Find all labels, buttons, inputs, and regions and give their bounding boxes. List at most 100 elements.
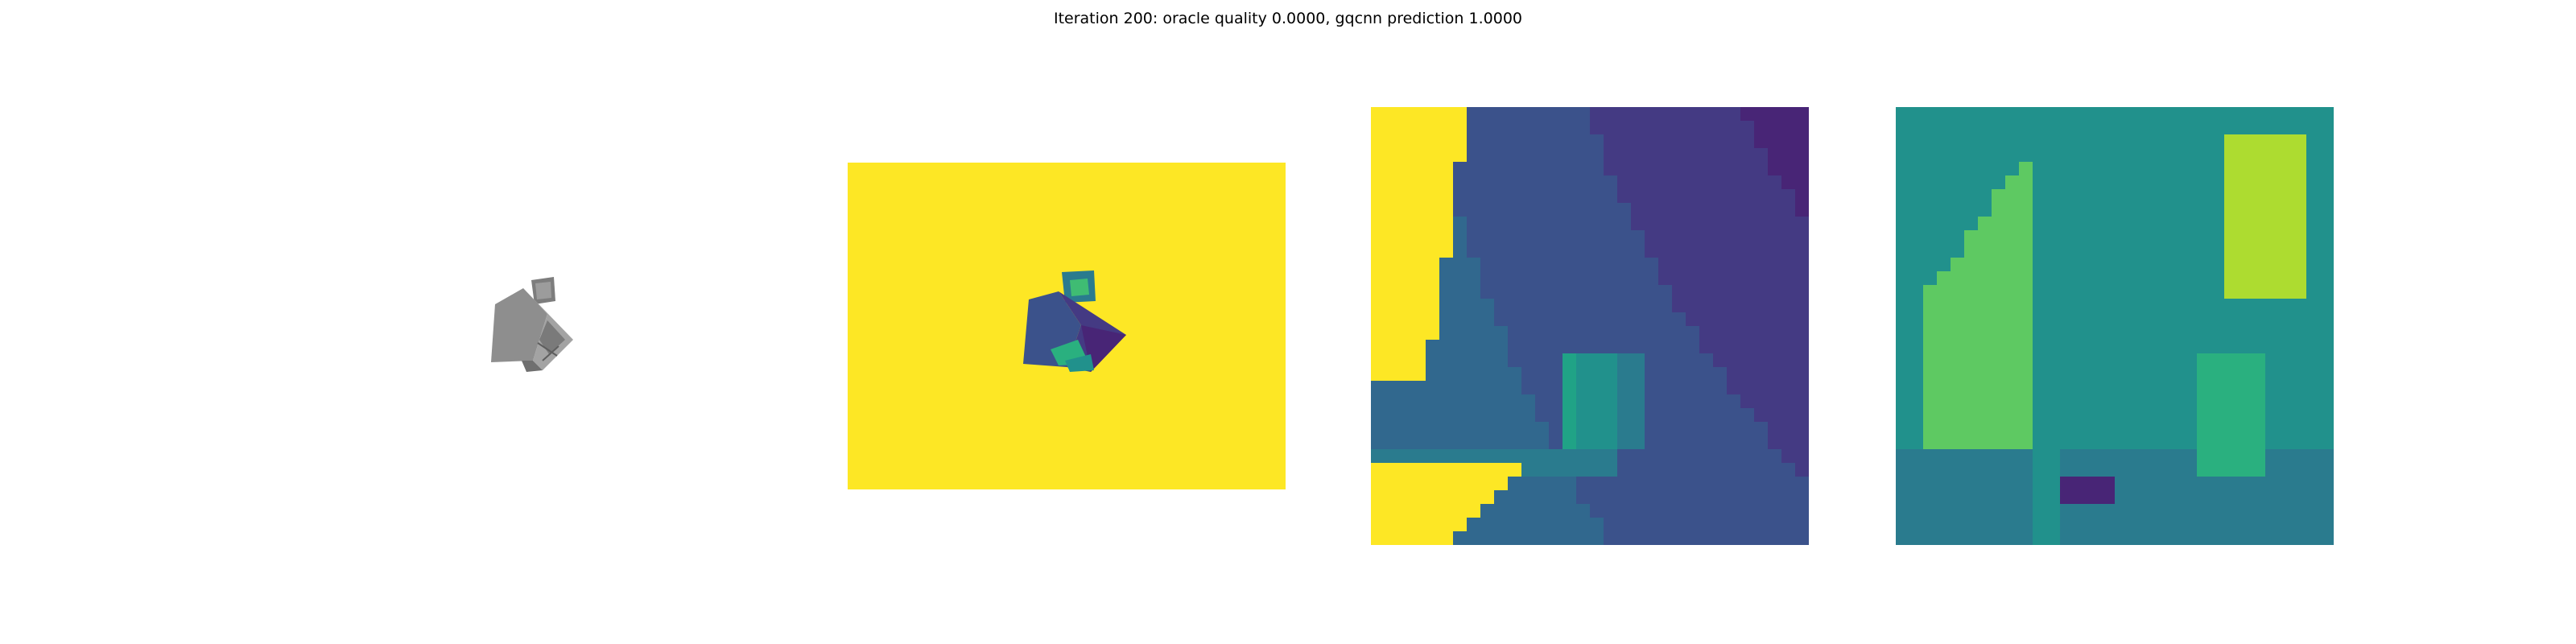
heatmap-cell	[1727, 518, 1741, 532]
heatmap-cell	[1754, 518, 1769, 532]
heatmap-cell	[2320, 449, 2334, 464]
heatmap-cell	[2306, 299, 2321, 313]
heatmap-cell	[2060, 175, 2074, 190]
heatmap-cell	[1795, 134, 1809, 149]
heatmap-cell	[2156, 230, 2170, 245]
heatmap-cell	[2293, 394, 2307, 409]
heatmap-cell	[1978, 134, 1992, 149]
heatmap-cell	[2060, 230, 2074, 245]
heatmap-cell	[1385, 134, 1399, 149]
heatmap-cell	[2046, 244, 2061, 258]
heatmap-cell	[1480, 285, 1495, 299]
heatmap-cell	[1604, 107, 1618, 122]
heatmap-cell	[2293, 299, 2307, 313]
heatmap-cell	[2279, 490, 2293, 505]
heatmap-cell	[1951, 394, 1965, 409]
heatmap-cell	[2033, 463, 2047, 477]
heatmap-cell	[1371, 175, 1385, 190]
heatmap-cell	[2183, 340, 2198, 354]
heatmap-cell	[1398, 244, 1413, 258]
heatmap-cell	[1923, 107, 1938, 122]
heatmap-cell	[1781, 477, 1796, 491]
heatmap-cell	[2183, 162, 2198, 176]
heatmap-cell	[1412, 531, 1426, 545]
heatmap-cell	[1699, 394, 1714, 409]
heatmap-cell	[1439, 203, 1454, 217]
heatmap-cell	[1937, 258, 1951, 272]
heatmap-cell	[1768, 203, 1782, 217]
heatmap-cell	[1508, 463, 1522, 477]
heatmap-cell	[1631, 203, 1645, 217]
heatmap-cell	[1617, 518, 1632, 532]
heatmap-cell	[1909, 107, 1924, 122]
heatmap-cell	[1549, 326, 1563, 341]
heatmap-cell	[2156, 477, 2170, 491]
heatmap-cell	[2238, 244, 2252, 258]
heatmap-cell	[1480, 175, 1495, 190]
heatmap-cell	[2224, 230, 2239, 245]
heatmap-cell	[2224, 162, 2239, 176]
heatmap-cell	[2087, 422, 2102, 436]
heatmap-cell	[1549, 121, 1563, 135]
heatmap-cell	[1508, 134, 1522, 149]
heatmap-cell	[1590, 258, 1604, 272]
heatmap-cell	[2115, 436, 2129, 450]
heatmap-cell	[1645, 203, 1659, 217]
heatmap-cell	[1740, 381, 1755, 395]
heatmap-cell	[1923, 230, 1938, 245]
heatmap-cell	[1453, 285, 1468, 299]
heatmap-cell	[2197, 299, 2211, 313]
heatmap-cell	[1508, 107, 1522, 122]
heatmap-cell	[1951, 148, 1965, 163]
heatmap-cell	[1494, 312, 1509, 327]
heatmap-cell	[2197, 367, 2211, 382]
heatmap-cell	[1768, 463, 1782, 477]
heatmap-cell	[1909, 353, 1924, 368]
heatmap-cell	[2115, 175, 2129, 190]
heatmap-cell	[1645, 422, 1659, 436]
heatmap-cell	[1439, 217, 1454, 231]
heatmap-cell	[2320, 477, 2334, 491]
heatmap-cell	[2197, 162, 2211, 176]
heatmap-cell	[2142, 367, 2157, 382]
heatmap-cell	[1768, 531, 1782, 545]
heatmap-cell	[2019, 271, 2033, 286]
heatmap-cell	[1549, 408, 1563, 423]
heatmap-cell	[2183, 367, 2198, 382]
heatmap-cell	[2306, 203, 2321, 217]
heatmap-cell	[1672, 271, 1686, 286]
heatmap-cell	[2074, 258, 2088, 272]
heatmap-cell	[1713, 285, 1728, 299]
heatmap-cell	[1795, 121, 1809, 135]
heatmap-cell	[1439, 285, 1454, 299]
heatmap-cell	[2060, 490, 2074, 505]
heatmap-cell	[2169, 285, 2184, 299]
heatmap-cell	[2238, 230, 2252, 245]
heatmap-cell	[2293, 203, 2307, 217]
heatmap-cell	[1604, 312, 1618, 327]
heatmap-cell	[1781, 436, 1796, 450]
heatmap-cell	[1658, 408, 1673, 423]
heatmap-cell	[1439, 422, 1454, 436]
heatmap-cell	[2293, 449, 2307, 464]
heatmap-cell	[1576, 299, 1591, 313]
heatmap-cell	[2238, 367, 2252, 382]
heatmap-cell	[1713, 477, 1728, 491]
heatmap-cell	[1672, 394, 1686, 409]
heatmap-cell	[2046, 518, 2061, 532]
heatmap-cell	[1576, 490, 1591, 505]
heatmap-cell	[2060, 148, 2074, 163]
heatmap-cell	[1740, 463, 1755, 477]
heatmap-cell	[2293, 436, 2307, 450]
heatmap-cell	[2128, 381, 2143, 395]
heatmap-cell	[1896, 504, 1910, 518]
heatmap-cell	[2128, 203, 2143, 217]
heatmap-cell	[1658, 271, 1673, 286]
heatmap-cell	[2087, 367, 2102, 382]
heatmap-cell	[1795, 189, 1809, 204]
heatmap-cell	[2183, 477, 2198, 491]
heatmap-cell	[2046, 203, 2061, 217]
heatmap-cell	[1754, 449, 1769, 464]
heatmap-cell	[2265, 353, 2280, 368]
heatmap-cell	[1467, 121, 1481, 135]
